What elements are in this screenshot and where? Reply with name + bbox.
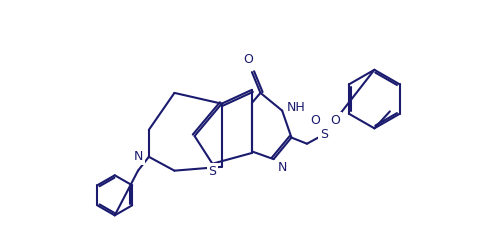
Text: S: S bbox=[320, 128, 328, 141]
Text: NH: NH bbox=[287, 101, 305, 114]
Text: N: N bbox=[133, 150, 143, 163]
Text: O: O bbox=[331, 114, 341, 127]
Text: O: O bbox=[310, 114, 319, 127]
Text: O: O bbox=[243, 53, 253, 66]
Text: S: S bbox=[209, 165, 216, 178]
Text: N: N bbox=[277, 161, 287, 174]
